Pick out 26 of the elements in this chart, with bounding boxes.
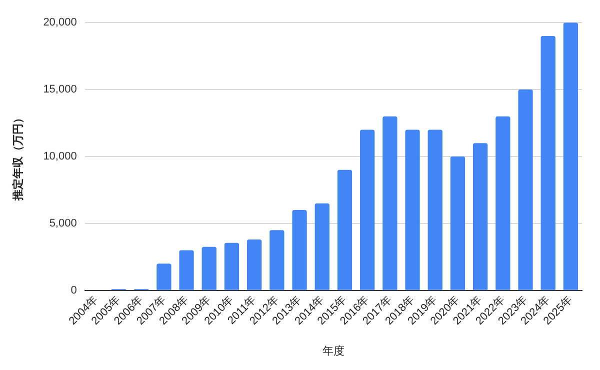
bar [292,210,307,290]
bar [337,170,352,290]
bar [360,130,375,290]
bar [270,230,284,290]
bar [496,116,510,290]
y-tick-label: 20,000 [43,16,77,29]
y-tick-label: 15,000 [43,84,77,96]
bar [540,36,556,290]
bar [314,203,330,290]
bar [428,130,442,290]
y-tick-label: 10,000 [43,150,77,163]
bar [563,22,578,290]
bar [247,240,262,290]
y-tick-label: 0 [70,284,77,296]
bar [202,246,216,290]
x-axis-title: 年度 [322,344,344,358]
bar [224,242,240,290]
bar [450,156,466,290]
bar [382,116,398,290]
bar [472,143,488,290]
y-tick-label: 5,000 [49,217,77,230]
y-axis-title: 推定年収（万円） [12,112,25,202]
bar [179,250,194,290]
bar [518,90,533,290]
bar [405,130,420,290]
bar [156,264,172,290]
